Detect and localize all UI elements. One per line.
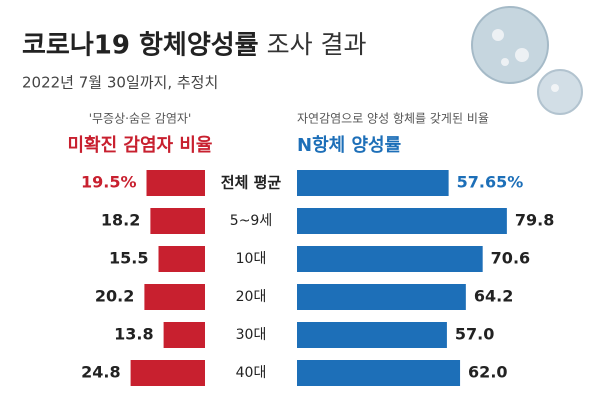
value-label: 24.8 — [81, 363, 120, 382]
value-label: 79.8 — [515, 211, 554, 230]
bar — [297, 246, 483, 272]
category-label: 5~9세 — [230, 213, 272, 229]
chart-subtitle: 2022년 7월 30일까지, 추정치 — [22, 74, 218, 92]
chart-title: 코로나19 항체양성률 — [22, 31, 259, 61]
bar — [144, 284, 205, 310]
bar — [297, 170, 449, 196]
value-label: 19.5% — [81, 173, 137, 192]
value-label: 57.65% — [457, 173, 524, 192]
category-label: 전체 평균 — [221, 174, 282, 192]
bar — [163, 322, 205, 348]
category-label: 40대 — [236, 365, 267, 381]
virus-illustration — [471, 6, 583, 115]
chart-title-suffix: 조사 결과 — [267, 30, 367, 59]
category-label: 30대 — [236, 327, 267, 343]
bar — [297, 208, 507, 234]
value-label: 13.8 — [114, 325, 153, 344]
legend-entry: 미확진 감염자 비율 — [67, 135, 212, 156]
bar — [158, 246, 205, 272]
bar — [130, 360, 205, 386]
value-label: 64.2 — [474, 287, 513, 306]
bar — [297, 360, 461, 386]
category-label: 10대 — [236, 251, 267, 267]
bar — [297, 284, 466, 310]
value-label: 70.6 — [491, 249, 530, 268]
legend-entry: N항체 양성률 — [297, 135, 401, 156]
series-note: '무증상·숨은 감염자' — [89, 112, 192, 126]
value-label: 15.5 — [109, 249, 148, 268]
bar — [297, 322, 447, 348]
value-label: 20.2 — [95, 287, 134, 306]
category-label: 20대 — [236, 289, 267, 305]
bar — [146, 170, 205, 196]
value-label: 18.2 — [101, 211, 140, 230]
value-label: 57.0 — [455, 325, 494, 344]
series-note: 자연감염으로 양성 항체를 갖게된 비율 — [297, 112, 489, 126]
value-label: 62.0 — [468, 363, 507, 382]
bar — [150, 208, 205, 234]
